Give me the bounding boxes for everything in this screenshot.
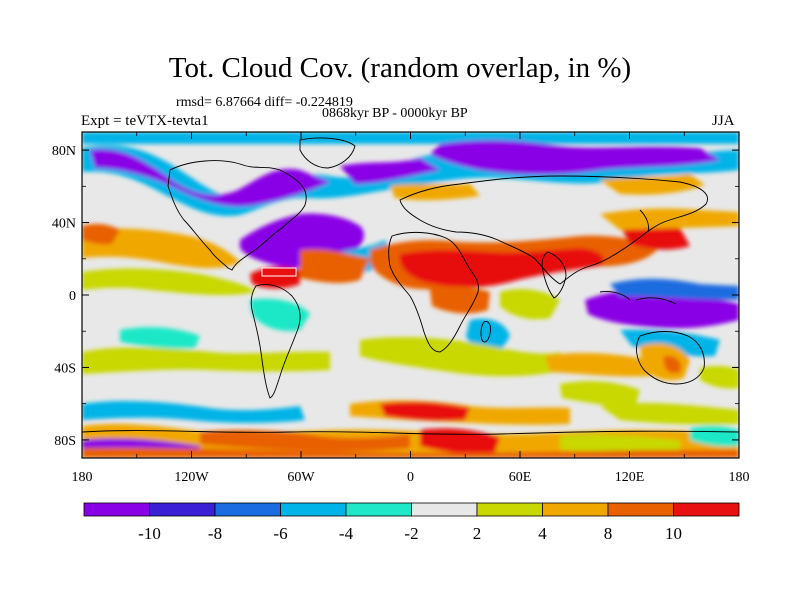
- rmsd-diff-stats: rmsd= 6.87664 diff= -0.224819: [176, 95, 353, 110]
- time-period-label: 0868kyr BP - 0000kyr BP: [322, 106, 468, 121]
- x-tick-label: 120E: [615, 470, 645, 485]
- x-tick-label: 180: [72, 470, 93, 485]
- colorbar-swatch: [607, 502, 674, 517]
- y-tick-label: 80N: [52, 144, 76, 159]
- colorbar-label: 10: [665, 524, 682, 543]
- colorbar: [83, 502, 740, 517]
- colorbar-label: -8: [208, 524, 222, 543]
- colorbar-label: -10: [138, 524, 161, 543]
- plot-title: Tot. Cloud Cov. (random overlap, in %): [168, 52, 632, 84]
- colorbar-swatch: [214, 502, 281, 517]
- y-tick-label: 40N: [52, 217, 76, 232]
- colorbar-label: 2: [473, 524, 482, 543]
- y-tick-label: 80S: [54, 434, 76, 449]
- colorbar-swatch: [345, 502, 412, 517]
- y-tick-label: 40S: [54, 361, 76, 376]
- colorbar-swatch: [149, 502, 216, 517]
- x-axis-labels: 180 120W 60W 0 60E 120E 180: [72, 470, 750, 485]
- axis-ticks: [81, 132, 740, 458]
- colorbar-label: -2: [404, 524, 418, 543]
- x-tick-label: 180: [729, 470, 750, 485]
- cloud-cover-field: [82, 132, 739, 458]
- colorbar-label: 8: [604, 524, 613, 543]
- colorbar-labels: -10 -8 -6 -4 -2 2 4 8 10: [138, 524, 682, 543]
- x-tick-label: 60W: [287, 470, 315, 485]
- colorbar-swatch: [673, 502, 740, 517]
- colorbar-swatch: [476, 502, 543, 517]
- experiment-label: Expt = teVTX-tevta1: [81, 113, 209, 129]
- season-label: JJA: [712, 113, 735, 129]
- x-tick-label: 120W: [174, 470, 209, 485]
- colorbar-label: -6: [273, 524, 287, 543]
- x-tick-label: 0: [407, 470, 414, 485]
- colorbar-label: -4: [339, 524, 354, 543]
- coastlines: [82, 137, 739, 435]
- colorbar-swatch: [542, 502, 609, 517]
- colorbar-swatch: [280, 502, 347, 517]
- colorbar-swatch: [83, 502, 150, 517]
- colorbar-label: 4: [538, 524, 547, 543]
- x-tick-label: 60E: [509, 470, 532, 485]
- y-axis-labels: 80N 40N 0 40S 80S: [52, 144, 76, 449]
- y-tick-label: 0: [69, 289, 76, 304]
- colorbar-swatch: [411, 502, 478, 517]
